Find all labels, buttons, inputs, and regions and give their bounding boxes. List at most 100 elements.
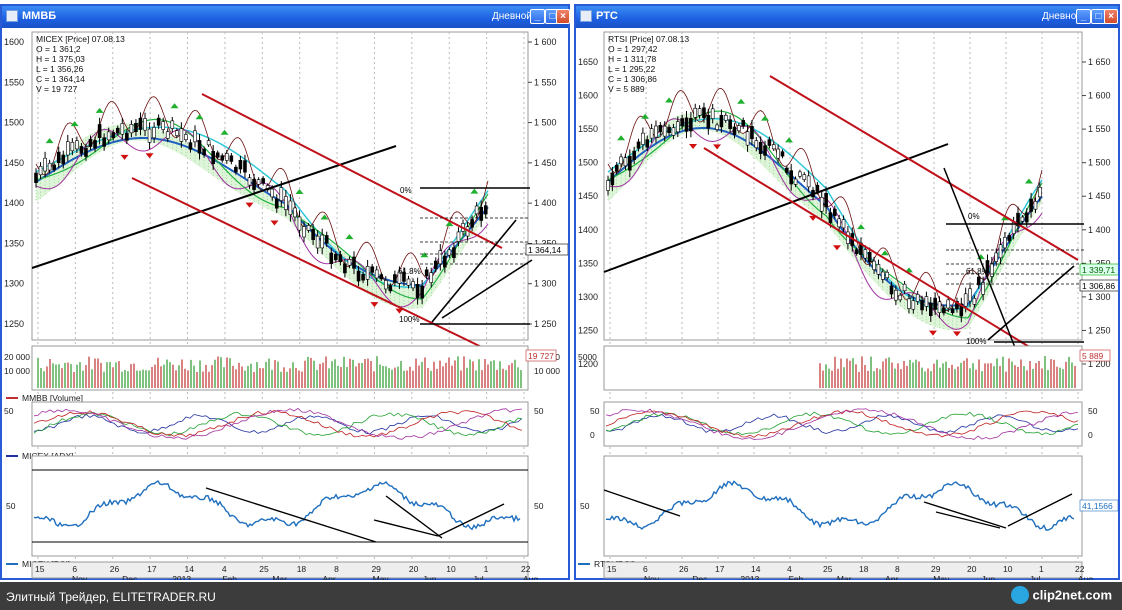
close-button[interactable]: × bbox=[556, 9, 570, 24]
day-label: 15 bbox=[35, 564, 45, 574]
rsi-trendline bbox=[603, 489, 681, 517]
candle-body bbox=[429, 272, 434, 283]
candle-body bbox=[452, 247, 456, 258]
buy-arrow bbox=[617, 135, 626, 141]
candle-body bbox=[411, 281, 415, 289]
left-price-tick-label: 1600 bbox=[4, 37, 24, 47]
candle-body bbox=[479, 206, 483, 221]
candle-body bbox=[920, 300, 924, 311]
left-price-tick-label: 1550 bbox=[4, 77, 24, 87]
candle-body bbox=[684, 117, 689, 132]
candle-body bbox=[320, 234, 324, 249]
candle-body bbox=[632, 150, 636, 161]
volume-tick-label: 10 000 bbox=[534, 366, 560, 376]
candle-body bbox=[270, 188, 275, 198]
rising-trendline bbox=[441, 259, 533, 319]
candle-body bbox=[959, 303, 964, 317]
candle-body bbox=[785, 167, 789, 173]
channel-upper-line bbox=[201, 93, 503, 249]
candle-body bbox=[206, 140, 211, 146]
ichimoku-cloud bbox=[36, 123, 488, 309]
price-tick-label: 1 300 bbox=[534, 279, 557, 289]
candle-body bbox=[719, 114, 724, 128]
buy-arrow bbox=[45, 138, 54, 144]
price-legend-line: L = 1 356,26 bbox=[36, 64, 83, 74]
candle-body bbox=[175, 130, 179, 136]
left-price-tick-label: 1600 bbox=[578, 91, 598, 101]
adx-tick-label: 50 bbox=[4, 406, 14, 416]
candle-body bbox=[152, 127, 156, 139]
candle-body bbox=[211, 151, 215, 165]
sell-arrow bbox=[120, 154, 129, 160]
candle-body bbox=[1007, 235, 1012, 241]
candle-body bbox=[1003, 237, 1007, 249]
window-icon bbox=[6, 10, 18, 22]
rsi-trendline bbox=[923, 501, 1007, 529]
time-axis bbox=[603, 561, 1083, 579]
candle-body bbox=[315, 235, 320, 249]
candle-body bbox=[972, 297, 977, 305]
window-title: ММВБ bbox=[22, 10, 57, 22]
rts-chart-window[interactable]: РТС Дневной _ □ × 1 650 1 600 1 550 1 500 1 … bbox=[574, 4, 1120, 580]
candle-body bbox=[819, 197, 824, 212]
minimize-button[interactable]: _ bbox=[530, 9, 545, 24]
candle-body bbox=[990, 263, 994, 277]
month-label: Feb bbox=[789, 574, 804, 580]
price-tick-label: 1 550 bbox=[1088, 124, 1111, 134]
price-legend-line: C = 1 306,86 bbox=[608, 74, 657, 84]
candle-body bbox=[274, 198, 279, 209]
candle-body bbox=[649, 128, 654, 139]
candle-body bbox=[671, 127, 676, 136]
day-label: 20 bbox=[409, 564, 419, 574]
candle-body bbox=[837, 218, 841, 228]
candle-body bbox=[828, 212, 833, 223]
micex-chart-window[interactable]: ММВБ Дневной _ □ × 1 600 1 550 1 500 1 450 1… bbox=[0, 4, 570, 580]
candle-body bbox=[170, 120, 175, 129]
titlebar[interactable]: РТС Дневной _ □ × bbox=[576, 6, 1118, 28]
candle-body bbox=[610, 172, 615, 186]
candle-body bbox=[406, 278, 411, 286]
volume-current-label: 5 889 bbox=[1082, 351, 1104, 361]
candle-body bbox=[306, 225, 311, 231]
adx-line bbox=[605, 408, 1079, 441]
candle-body bbox=[658, 125, 663, 133]
buy-arrow bbox=[220, 129, 229, 135]
day-label: 6 bbox=[643, 564, 648, 574]
volume-caption: MMBB [Volume] bbox=[22, 393, 83, 403]
month-label: Dec bbox=[692, 574, 708, 580]
left-price-tick-label: 1250 bbox=[4, 319, 24, 329]
close-button[interactable]: × bbox=[1104, 9, 1118, 24]
buy-arrow bbox=[880, 250, 889, 256]
minimize-button[interactable]: _ bbox=[1076, 9, 1091, 24]
candle-body bbox=[97, 124, 102, 139]
candle-body bbox=[470, 219, 474, 228]
current-price-label: 1 339,71 bbox=[1082, 265, 1115, 275]
price-legend-line: V = 5 889 bbox=[608, 84, 645, 94]
candle-body bbox=[750, 125, 754, 140]
clip2net-icon bbox=[1010, 586, 1029, 604]
price-legend-line: L = 1 295,22 bbox=[608, 64, 655, 74]
candle-body bbox=[824, 192, 828, 208]
support-trendline bbox=[603, 143, 949, 273]
candle-body bbox=[156, 117, 161, 126]
candle-body bbox=[728, 119, 732, 129]
day-label: 17 bbox=[147, 564, 157, 574]
fibonacci-label: 0% bbox=[400, 186, 412, 195]
brand-logo[interactable]: clip2net.com bbox=[1010, 586, 1112, 606]
candle-body bbox=[356, 270, 361, 282]
candle-body bbox=[876, 264, 881, 275]
rsi-current-box bbox=[1079, 499, 1118, 512]
titlebar[interactable]: ММВБ Дневной _ □ × bbox=[2, 6, 570, 28]
buy-arrow bbox=[761, 115, 770, 121]
price-tick-label: 1 500 bbox=[534, 118, 557, 128]
moving-average-line bbox=[607, 110, 1043, 319]
candle-body bbox=[1016, 212, 1020, 227]
channel-lower-line bbox=[703, 147, 1055, 363]
left-price-tick-label: 1400 bbox=[4, 198, 24, 208]
candle-body bbox=[438, 250, 443, 265]
buy-arrow bbox=[665, 97, 674, 103]
rsi-trendline bbox=[437, 503, 505, 537]
month-label: Jun bbox=[423, 574, 437, 580]
